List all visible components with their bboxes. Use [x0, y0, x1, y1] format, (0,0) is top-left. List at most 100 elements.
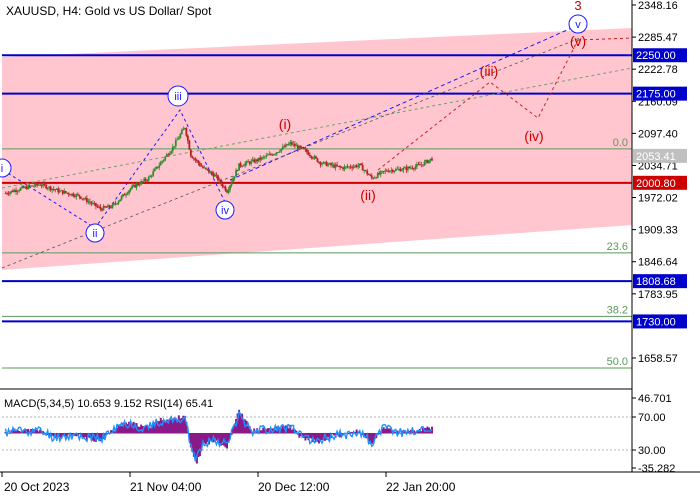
- candle-body: [37, 184, 40, 186]
- price-tick-2: 2222.78: [638, 64, 678, 76]
- candle-body: [36, 183, 39, 185]
- macd-bar: [119, 424, 122, 434]
- candle-body: [253, 159, 256, 163]
- macd-bar: [164, 421, 167, 434]
- candle-body: [218, 179, 221, 181]
- candle-body: [138, 184, 141, 186]
- macd-bar: [382, 427, 385, 434]
- candle-body: [387, 171, 390, 172]
- price-tick-5: 2034.71: [638, 160, 678, 172]
- candle-body: [411, 167, 414, 169]
- price-tick-10: 1658.57: [638, 353, 678, 365]
- candle-body: [76, 194, 79, 196]
- macd-bar: [165, 419, 168, 434]
- candle-body: [236, 170, 239, 171]
- candle-body: [345, 166, 347, 168]
- candle-body: [128, 190, 130, 194]
- candle-body: [367, 174, 370, 175]
- indicator-axis: 46.701 70.00 30.00 -35.282: [632, 393, 675, 475]
- candle-body: [283, 146, 286, 148]
- candle-body: [304, 148, 307, 150]
- time-tick-2: 21 Nov 04:00: [130, 480, 202, 494]
- candle-body: [161, 160, 164, 163]
- macd-bar: [394, 432, 397, 434]
- macd-bar: [289, 424, 292, 434]
- macd-bar: [263, 428, 266, 434]
- candle-body: [336, 164, 338, 167]
- macd-bar: [179, 418, 182, 434]
- ind-tick-3: 30.00: [638, 445, 666, 457]
- macd-bar: [348, 433, 351, 435]
- candle-body: [337, 166, 340, 167]
- time-axis: 20 Oct 2023 21 Nov 04:00 20 Dec 12:00 22…: [1, 472, 456, 494]
- macd-bar: [259, 430, 262, 434]
- macd-bar: [224, 433, 227, 448]
- macd-bar: [48, 433, 51, 437]
- wave-labels: i ii iii iv v 3 (i) (ii) (iii) (: [0, 0, 588, 243]
- candle-body: [423, 161, 426, 166]
- wave-label-red-ii: (ii): [360, 187, 376, 203]
- macd-bar: [292, 428, 295, 434]
- candle-body: [327, 164, 329, 166]
- macd-bar: [388, 428, 391, 434]
- candle-body: [364, 170, 367, 172]
- macd-bar: [232, 428, 235, 434]
- level-lines: 0.0 23.6 38.2 50.0: [2, 54, 632, 369]
- macd-bar: [298, 433, 301, 438]
- macd-bar: [384, 429, 387, 434]
- candle-body: [420, 164, 423, 166]
- macd-bar: [322, 433, 325, 439]
- wave-label-3: 3: [574, 0, 581, 13]
- candle-body: [52, 188, 55, 190]
- candle-body: [67, 193, 70, 195]
- candle-body: [303, 147, 305, 149]
- macd-bar: [241, 413, 244, 434]
- candle-body: [361, 164, 364, 171]
- candle-body: [43, 183, 46, 185]
- candle-body: [28, 185, 31, 187]
- svg-text:v: v: [575, 19, 581, 31]
- macd-bar: [91, 433, 94, 441]
- candle-body: [61, 190, 64, 194]
- chart-title: XAUUSD, H4: Gold vs US Dollar/ Spot: [6, 4, 212, 18]
- macd-bar: [116, 428, 119, 434]
- candle-body: [34, 183, 37, 186]
- candle-body: [422, 164, 424, 166]
- candle-body: [170, 150, 173, 154]
- candle-body: [54, 189, 57, 191]
- time-tick-3: 20 Dec 12:00: [258, 480, 330, 494]
- macd-bar: [120, 425, 123, 434]
- candle-body: [117, 201, 120, 204]
- macd-bar: [385, 426, 388, 434]
- candle-body: [131, 185, 133, 189]
- candle-body: [111, 204, 114, 208]
- macd-bar: [406, 430, 409, 434]
- candle-body: [307, 152, 310, 155]
- macd-bar: [221, 433, 224, 446]
- macd-bar: [220, 433, 223, 446]
- macd-bar: [372, 433, 375, 444]
- candle-body: [372, 177, 375, 179]
- candle-body: [89, 201, 91, 203]
- candle-body: [122, 194, 124, 197]
- candle-body: [173, 146, 176, 147]
- macd-bar: [177, 415, 180, 434]
- macd-bar: [345, 432, 348, 434]
- macd-bar: [206, 433, 209, 442]
- candle-body: [189, 149, 192, 157]
- macd-bar: [51, 433, 54, 436]
- candle-body: [382, 171, 385, 172]
- candle-body: [254, 159, 257, 163]
- candle-body: [199, 163, 201, 166]
- macd-bar: [149, 427, 152, 434]
- candle-body: [95, 203, 97, 207]
- macd-bar: [58, 433, 61, 437]
- macd-bar: [122, 422, 125, 434]
- candle-body: [24, 186, 26, 188]
- macd-bar: [194, 433, 197, 460]
- candle-body: [419, 164, 421, 166]
- candle-body: [366, 170, 369, 175]
- candle-body: [217, 175, 219, 181]
- candle-body: [155, 166, 158, 169]
- candle-body: [384, 170, 387, 172]
